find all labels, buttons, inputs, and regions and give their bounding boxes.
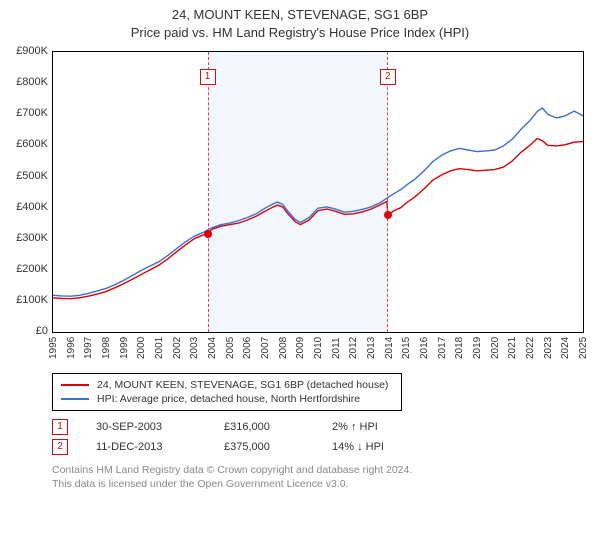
- plot-area: 12: [52, 51, 584, 333]
- x-tick-label: 2005: [225, 337, 229, 359]
- y-tick-label: £800K: [16, 76, 48, 88]
- x-tick-label: 2020: [490, 337, 494, 359]
- x-tick-label: 2013: [366, 337, 370, 359]
- x-tick-label: 2025: [578, 337, 582, 359]
- legend-label: HPI: Average price, detached house, Nort…: [97, 393, 360, 405]
- x-tick-label: 2000: [136, 337, 140, 359]
- transaction-diff-hpi: 2% ↑ HPI: [332, 421, 442, 433]
- transaction-point-1: [204, 230, 212, 238]
- chart-title: 24, MOUNT KEEN, STEVENAGE, SG1 6BP Price…: [8, 6, 592, 45]
- x-tick-label: 2011: [331, 338, 335, 360]
- x-tick-label: 1996: [66, 337, 70, 359]
- x-tick-label: 1998: [101, 337, 105, 359]
- legend-label: 24, MOUNT KEEN, STEVENAGE, SG1 6BP (deta…: [97, 379, 388, 391]
- x-tick-label: 1997: [83, 337, 87, 359]
- legend: 24, MOUNT KEEN, STEVENAGE, SG1 6BP (deta…: [52, 373, 402, 411]
- transaction-row-marker: 2: [52, 439, 68, 455]
- x-tick-label: 2023: [543, 337, 547, 359]
- x-tick-label: 2004: [207, 337, 211, 359]
- y-axis: £0£100K£200K£300K£400K£500K£600K£700K£80…: [8, 51, 52, 333]
- y-tick-label: £600K: [16, 138, 48, 150]
- y-tick-label: £200K: [16, 263, 48, 275]
- legend-swatch: [61, 384, 89, 386]
- footer-line-2: This data is licensed under the Open Gov…: [52, 477, 592, 491]
- footer-attribution: Contains HM Land Registry data © Crown c…: [52, 463, 592, 491]
- transaction-row: 1 30-SEP-2003 £316,000 2% ↑ HPI: [52, 417, 592, 437]
- x-tick-label: 2012: [348, 337, 352, 359]
- x-tick-label: 2014: [384, 337, 388, 359]
- transaction-marker-2: 2: [380, 69, 396, 85]
- legend-item: 24, MOUNT KEEN, STEVENAGE, SG1 6BP (deta…: [61, 378, 393, 392]
- transaction-row-marker: 1: [52, 419, 68, 435]
- x-tick-label: 2019: [472, 337, 476, 359]
- y-tick-label: £700K: [16, 107, 48, 119]
- transaction-date: 30-SEP-2003: [96, 421, 196, 433]
- legend-swatch: [61, 398, 89, 400]
- x-tick-label: 2021: [507, 337, 511, 359]
- transaction-date: 11-DEC-2013: [96, 441, 196, 453]
- transaction-point-2: [384, 211, 392, 219]
- chart-frame: £0 £100K £200K £300K £400K £500K £600K £700K £80…: [8, 47, 592, 367]
- transaction-marker-1: 1: [200, 69, 216, 85]
- x-tick-label: 2002: [172, 337, 176, 359]
- title-line-2: Price paid vs. HM Land Registry's House …: [12, 24, 588, 42]
- x-tick-label: 1995: [48, 337, 52, 359]
- x-axis: 1995199619971998199920002001200220032004…: [52, 333, 584, 367]
- x-tick-label: 2016: [419, 337, 423, 359]
- x-tick-label: 2008: [278, 337, 282, 359]
- x-tick-label: 2006: [242, 337, 246, 359]
- y-tick-label: £500K: [16, 170, 48, 182]
- x-tick-label: 2018: [454, 337, 458, 359]
- footer-line-1: Contains HM Land Registry data © Crown c…: [52, 463, 592, 477]
- y-tick-label: £100K: [16, 294, 48, 306]
- transaction-period-band: [208, 52, 388, 332]
- x-tick-label: 2022: [525, 337, 529, 359]
- x-tick-label: 2003: [189, 337, 193, 359]
- x-tick-label: 1999: [119, 337, 123, 359]
- transaction-price: £375,000: [224, 441, 304, 453]
- y-tick-label: £300K: [16, 232, 48, 244]
- y-tick-label: £0: [36, 325, 48, 337]
- y-tick-label: £400K: [16, 201, 48, 213]
- x-tick-label: 2015: [401, 337, 405, 359]
- x-tick-label: 2001: [154, 337, 158, 359]
- transactions-table: 1 30-SEP-2003 £316,000 2% ↑ HPI 2 11-DEC-2013…: [52, 417, 592, 457]
- transaction-row: 2 11-DEC-2013 £375,000 14% ↓ HPI: [52, 437, 592, 457]
- transaction-price: £316,000: [224, 421, 304, 433]
- y-tick-label: £900K: [16, 45, 48, 57]
- transaction-diff-hpi: 14% ↓ HPI: [332, 441, 442, 453]
- title-line-1: 24, MOUNT KEEN, STEVENAGE, SG1 6BP: [12, 6, 588, 24]
- x-tick-label: 2024: [560, 337, 564, 359]
- x-tick-label: 2009: [295, 337, 299, 359]
- legend-item: HPI: Average price, detached house, Nort…: [61, 392, 393, 406]
- x-tick-label: 2010: [313, 337, 317, 359]
- x-tick-label: 2017: [437, 337, 441, 359]
- x-tick-label: 2007: [260, 337, 264, 359]
